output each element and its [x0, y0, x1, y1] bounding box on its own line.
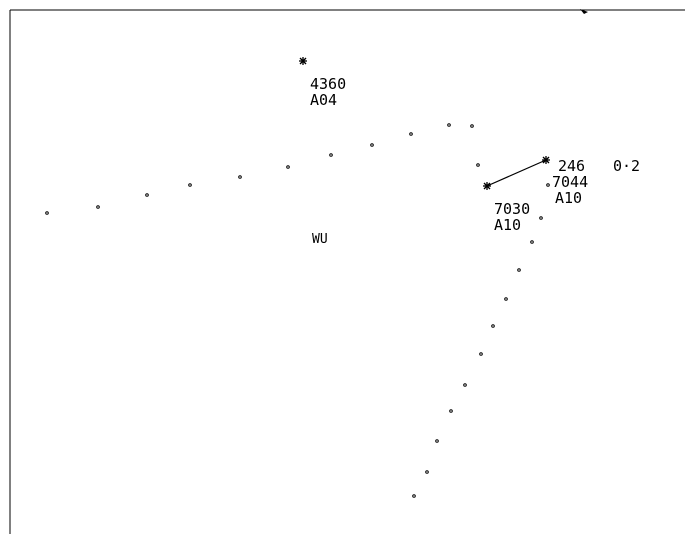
- track-dot: [517, 268, 521, 272]
- track-dot: [530, 240, 534, 244]
- track-dot: [329, 153, 333, 157]
- scope-frame: [9, 9, 685, 534]
- track-dot: [45, 211, 49, 215]
- track-dot: [470, 124, 474, 128]
- track-dot: [145, 193, 149, 197]
- target-4360[interactable]: 4360 A04: [299, 57, 346, 109]
- track-dot: [409, 132, 413, 136]
- target-code-label: 4360: [310, 75, 346, 93]
- track-dot: [370, 143, 374, 147]
- target-7044[interactable]: 246 0·2 7044 A10: [542, 156, 640, 207]
- target-altitude-label: A10: [494, 216, 521, 234]
- target-altitude-label: A04: [310, 91, 337, 109]
- velocity-vector-line: [486, 159, 547, 187]
- top-edge-mark: [580, 9, 588, 14]
- target-speed-label: 0·2: [613, 157, 640, 175]
- track-dot: [188, 183, 192, 187]
- track-dot: [476, 163, 480, 167]
- target-altitude-label: A10: [555, 189, 582, 207]
- track-dot: [238, 175, 242, 179]
- track-dot: [539, 216, 543, 220]
- track-dot: [546, 183, 550, 187]
- track-dot: [463, 383, 467, 387]
- track-south: [412, 183, 550, 498]
- track-dot: [504, 297, 508, 301]
- track-dot: [286, 165, 290, 169]
- track-west: [45, 123, 480, 215]
- target-symbol-icon: [542, 156, 550, 164]
- track-dot: [412, 494, 416, 498]
- track-dot: [479, 352, 483, 356]
- station-label: WU: [312, 232, 328, 247]
- target-symbol-icon: [483, 182, 491, 190]
- target-7030[interactable]: 7030 A10: [483, 182, 530, 234]
- target-symbol-icon: [299, 57, 307, 65]
- target-code-label: 7030: [494, 200, 530, 218]
- target-code-label: 7044: [552, 173, 588, 191]
- track-dot: [96, 205, 100, 209]
- track-dot: [447, 123, 451, 127]
- track-dot: [435, 439, 439, 443]
- track-dot: [425, 470, 429, 474]
- track-dot: [491, 324, 495, 328]
- track-dot: [449, 409, 453, 413]
- target-heading-label: 246: [558, 157, 585, 175]
